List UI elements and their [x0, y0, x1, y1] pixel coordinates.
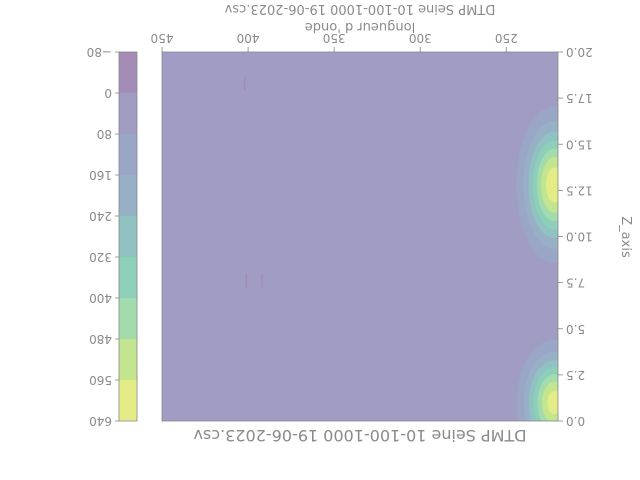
colorbar-band — [119, 134, 137, 175]
y-tick-label: 15.0 — [566, 137, 593, 151]
colorbar-tick-label: 640 — [89, 414, 112, 428]
colorbar-tick-label: 400 — [89, 291, 112, 305]
y-tick-label: 12.5 — [566, 183, 593, 197]
y-axis: 0.0 2.5 5.0 7.5 10.0 12.5 15.0 17.5 20.0 — [558, 45, 593, 428]
y-tick-label: 20.0 — [566, 45, 593, 59]
x-tick-label: 250 — [495, 31, 518, 45]
colorbar: −80 0 80 160 240 320 400 480 560 640 — [87, 45, 138, 428]
colorbar-band — [119, 298, 137, 339]
colorbar-tick-label: 320 — [89, 250, 112, 264]
colorbar-band — [119, 216, 137, 257]
x-axis-label: longueur d 'onde — [305, 19, 415, 34]
y-tick-label: 5.0 — [566, 322, 585, 336]
y-tick-label: 10.0 — [566, 230, 593, 244]
y-tick-label: 0.0 — [566, 414, 585, 428]
colorbar-band — [119, 175, 137, 216]
colorbar-tick-label: 480 — [89, 332, 112, 346]
colorbar-tick-label: −80 — [87, 45, 112, 59]
colorbar-frame — [118, 51, 138, 422]
contour-fills — [516, 106, 558, 421]
x-tick-label: 450 — [151, 31, 174, 45]
contour-spots — [243, 76, 263, 288]
y-axis-label: Z_axis — [618, 216, 633, 258]
chart-title: DTMP Seine 10-100-1000 19-06-2023.csv — [193, 426, 526, 445]
colorbar-tick-label: 0 — [104, 86, 112, 100]
contour-band — [547, 390, 558, 415]
contour-spot — [261, 273, 263, 288]
colorbar-band — [119, 257, 137, 298]
colorbar-band — [119, 339, 137, 380]
contour-spot — [245, 273, 248, 288]
colorbar-tick-label: 160 — [89, 168, 112, 182]
x-tick-label: 400 — [237, 31, 260, 45]
x-tick-label: 350 — [323, 31, 346, 45]
contour-band — [546, 167, 558, 203]
colorbar-tick-label: 240 — [89, 209, 112, 223]
plot-area — [161, 51, 559, 422]
contour-spot — [243, 76, 246, 91]
y-tick-label: 7.5 — [566, 276, 585, 290]
colorbar-tick-label: 560 — [89, 373, 112, 387]
x-tick-label: 300 — [409, 31, 432, 45]
chart-title-clipped: DTMP Seine 10-100-1000 19-06-2023.csv — [224, 1, 495, 16]
colorbar-band — [119, 93, 137, 134]
y-tick-label: 2.5 — [566, 368, 585, 382]
y-tick-label: 17.5 — [566, 91, 593, 105]
colorbar-band — [119, 52, 137, 93]
colorbar-tick-label: 80 — [97, 127, 112, 141]
plot-background — [162, 52, 558, 421]
x-axis: 250 300 350 400 450 — [151, 31, 518, 52]
colorbar-band — [119, 380, 137, 421]
